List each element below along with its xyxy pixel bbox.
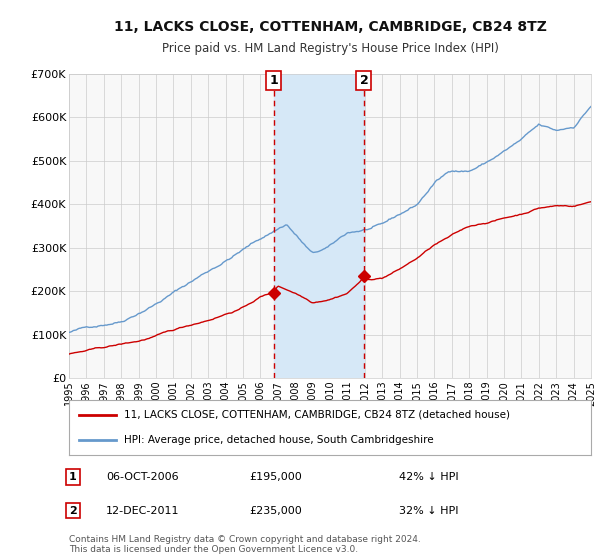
Text: 11, LACKS CLOSE, COTTENHAM, CAMBRIDGE, CB24 8TZ: 11, LACKS CLOSE, COTTENHAM, CAMBRIDGE, C… xyxy=(113,20,547,34)
Text: 1: 1 xyxy=(269,74,278,87)
Text: 42% ↓ HPI: 42% ↓ HPI xyxy=(399,472,458,482)
Text: 32% ↓ HPI: 32% ↓ HPI xyxy=(399,506,458,516)
Text: 06-OCT-2006: 06-OCT-2006 xyxy=(106,472,179,482)
Text: 1: 1 xyxy=(69,472,77,482)
Text: £195,000: £195,000 xyxy=(249,472,302,482)
Text: HPI: Average price, detached house, South Cambridgeshire: HPI: Average price, detached house, Sout… xyxy=(124,435,433,445)
Text: 2: 2 xyxy=(69,506,77,516)
Bar xyxy=(274,74,364,378)
Text: Contains HM Land Registry data © Crown copyright and database right 2024.
This d: Contains HM Land Registry data © Crown c… xyxy=(69,535,421,554)
Text: Price paid vs. HM Land Registry's House Price Index (HPI): Price paid vs. HM Land Registry's House … xyxy=(161,42,499,55)
Text: 12-DEC-2011: 12-DEC-2011 xyxy=(106,506,180,516)
Text: £235,000: £235,000 xyxy=(249,506,302,516)
Text: 11, LACKS CLOSE, COTTENHAM, CAMBRIDGE, CB24 8TZ (detached house): 11, LACKS CLOSE, COTTENHAM, CAMBRIDGE, C… xyxy=(124,410,510,419)
Text: 2: 2 xyxy=(359,74,368,87)
